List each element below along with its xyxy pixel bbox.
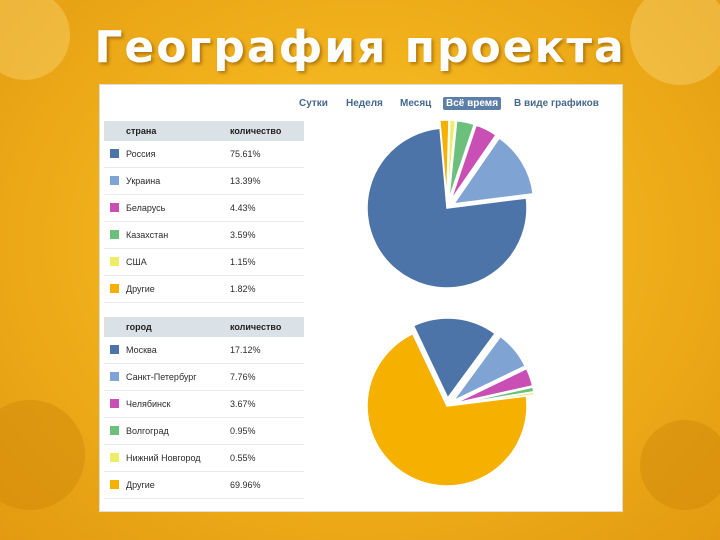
city-table-row: Москва 17.12% (104, 337, 304, 364)
city-table: город количество Москва 17.12% Санкт-Петер… (104, 317, 304, 499)
column-header-count: количество (230, 322, 282, 332)
column-header-country: страна (126, 126, 157, 136)
column-header-count: количество (230, 126, 282, 136)
city-share: 7.76% (230, 372, 256, 382)
city-pie-slice-3 (454, 367, 534, 405)
legend-swatch (110, 399, 119, 408)
slide-title: География проекта (94, 22, 626, 73)
country-table: страна количество Россия 75.61% Украина 13.… (104, 121, 304, 303)
country-name: Казахстан (126, 230, 169, 240)
country-pie-slice-5 (446, 119, 457, 201)
city-table-row: Челябинск 3.67% (104, 391, 304, 418)
country-share: 75.61% (230, 149, 261, 159)
stats-panel: Сутки Неделя Месяц Всё время В виде граф… (99, 84, 623, 512)
city-table-header: город количество (104, 317, 304, 337)
city-name: Челябинск (126, 399, 171, 409)
tab-week[interactable]: Неделя (346, 98, 383, 109)
tab-graphs-view[interactable]: В виде графиков (514, 98, 599, 109)
legend-swatch (110, 426, 119, 435)
city-table-row: Нижний Новгород 0.55% (104, 445, 304, 472)
city-share: 0.55% (230, 453, 256, 463)
country-share: 1.15% (230, 257, 256, 267)
legend-swatch (110, 372, 119, 381)
country-share: 13.39% (230, 176, 261, 186)
background-flower-decoration (0, 400, 85, 510)
legend-swatch (110, 257, 119, 266)
city-name: Санкт-Петербург (126, 372, 197, 382)
city-name: Москва (126, 345, 157, 355)
tab-month[interactable]: Месяц (400, 98, 432, 109)
column-header-city: город (126, 322, 152, 332)
city-share: 17.12% (230, 345, 261, 355)
background-flower-decoration (640, 420, 720, 510)
country-pie-slice-1 (366, 127, 528, 289)
city-share: 0.95% (230, 426, 256, 436)
city-name: Волгоград (126, 426, 169, 436)
background-flower-decoration (630, 0, 720, 85)
country-share: 3.59% (230, 230, 256, 240)
city-pie-slice-5 (454, 391, 536, 406)
country-table-row: Казахстан 3.59% (104, 222, 304, 249)
country-pie-slice-4 (447, 119, 476, 201)
city-table-row: Волгоград 0.95% (104, 418, 304, 445)
country-table-row: Беларусь 4.43% (104, 195, 304, 222)
legend-swatch (110, 480, 119, 489)
city-share: 3.67% (230, 399, 256, 409)
legend-swatch (110, 284, 119, 293)
country-pie-chart (366, 119, 535, 289)
country-pie-slice-3 (449, 124, 498, 202)
city-share: 69.96% (230, 480, 261, 490)
legend-swatch (110, 203, 119, 212)
city-pie-chart (366, 317, 536, 487)
city-pie-slice-2 (452, 335, 527, 402)
country-name: Беларусь (126, 203, 166, 213)
legend-swatch (110, 345, 119, 354)
legend-swatch (110, 149, 119, 158)
country-table-row: Россия 75.61% (104, 141, 304, 168)
country-name: США (126, 257, 147, 267)
city-pie-slice-6 (366, 332, 528, 487)
city-table-row: Санкт-Петербург 7.76% (104, 364, 304, 391)
country-table-row: Другие 1.82% (104, 276, 304, 303)
country-pie-slice-2 (452, 136, 535, 205)
country-share: 1.82% (230, 284, 256, 294)
city-pie-slice-1 (412, 317, 497, 400)
city-name: Нижний Новгород (126, 453, 201, 463)
legend-swatch (110, 453, 119, 462)
country-table-row: США 1.15% (104, 249, 304, 276)
tab-day[interactable]: Сутки (299, 98, 328, 109)
legend-swatch (110, 230, 119, 239)
legend-swatch (110, 176, 119, 185)
country-share: 4.43% (230, 203, 256, 213)
city-table-row: Другие 69.96% (104, 472, 304, 499)
country-name: Россия (126, 149, 156, 159)
country-table-header: страна количество (104, 121, 304, 141)
country-name: Другие (126, 284, 155, 294)
country-name: Украина (126, 176, 161, 186)
tab-all-time[interactable]: Всё время (443, 97, 502, 110)
city-name: Другие (126, 480, 155, 490)
country-table-row: Украина 13.39% (104, 168, 304, 195)
